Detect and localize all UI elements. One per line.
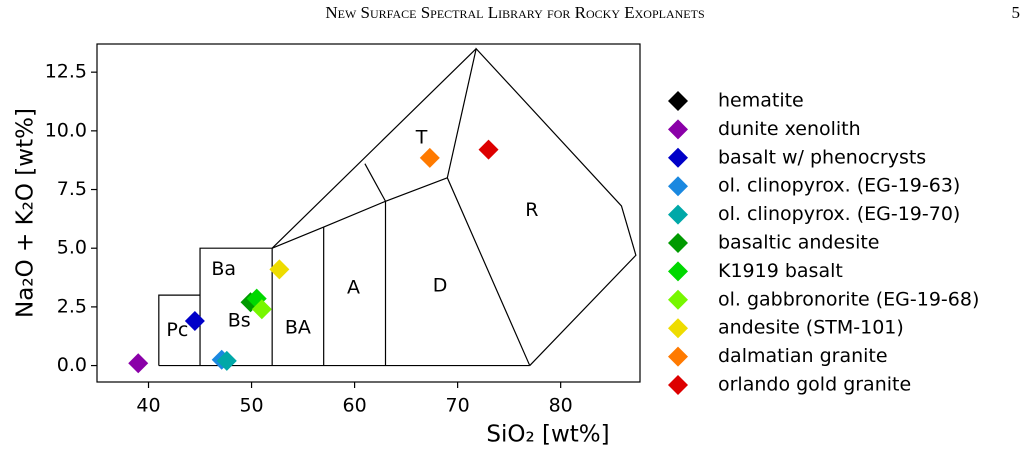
x-tick-label: 60 <box>342 395 366 417</box>
point <box>269 259 290 280</box>
field-label: R <box>525 199 538 221</box>
legend-label: ol. clinopyrox. (EG-19-70) <box>718 203 960 225</box>
y-tick-label: 12.5 <box>45 61 87 83</box>
y-tick-label: 7.5 <box>57 178 87 200</box>
legend-label: dalmatian granite <box>718 345 888 367</box>
legend-marker <box>668 204 688 225</box>
field-boundary <box>199 247 273 366</box>
legend-label: ol. clinopyrox. (EG-19-63) <box>718 175 960 197</box>
field-label: D <box>433 274 448 296</box>
legend-label: K1919 basalt <box>718 260 843 282</box>
legend-label: basaltic andesite <box>718 232 880 254</box>
field-boundary <box>446 47 637 366</box>
legend-marker <box>668 147 688 168</box>
field-label: T <box>415 126 428 148</box>
point <box>251 299 272 320</box>
page-number: 5 <box>1012 3 1021 22</box>
point <box>128 353 149 374</box>
legend-marker <box>668 375 688 395</box>
field-label: A <box>347 277 360 299</box>
field-label: Bs <box>228 309 251 331</box>
x-tick-label: 40 <box>136 395 160 417</box>
field-boundary <box>158 294 201 366</box>
legend-label: hematite <box>718 90 804 112</box>
point <box>216 350 237 371</box>
legend-label: basalt w/ phenocrysts <box>718 146 926 168</box>
legend-marker <box>668 289 688 310</box>
field-boundary <box>271 177 448 249</box>
point <box>419 147 440 168</box>
legend-marker <box>668 346 688 367</box>
plot-frame <box>96 43 641 383</box>
legend-label: orlando gold granite <box>718 374 911 396</box>
legend-marker <box>668 91 688 111</box>
x-axis-label: SiO₂ [wt%] <box>486 422 609 448</box>
legend-marker <box>668 176 688 197</box>
legend-marker <box>668 318 688 339</box>
x-tick-label: 50 <box>239 395 263 417</box>
legend-label: dunite xenolith <box>718 118 861 140</box>
page-header: New Surface Spectral Library for Rocky E… <box>325 3 704 22</box>
point <box>478 139 499 160</box>
legend-label: andesite (STM-101) <box>718 317 904 339</box>
field-label: Ba <box>211 258 236 280</box>
point <box>184 310 205 331</box>
y-tick-label: 2.5 <box>57 295 87 317</box>
legend-marker <box>668 233 688 253</box>
legend-marker <box>668 119 688 140</box>
y-tick-label: 10.0 <box>45 119 87 141</box>
field-label: Pc <box>166 319 188 341</box>
field-label: BA <box>285 317 311 339</box>
legend-label: ol. gabbronorite (EG-19-68) <box>718 288 979 310</box>
y-tick-label: 0.0 <box>57 354 87 376</box>
x-tick-label: 70 <box>446 395 470 417</box>
legend-marker <box>668 261 688 282</box>
y-axis-label: Na₂O + K₂O [wt%] <box>13 108 39 318</box>
y-tick-label: 5.0 <box>57 237 87 259</box>
x-tick-label: 80 <box>549 395 573 417</box>
field-boundary <box>271 48 477 249</box>
field-boundary <box>364 163 387 202</box>
